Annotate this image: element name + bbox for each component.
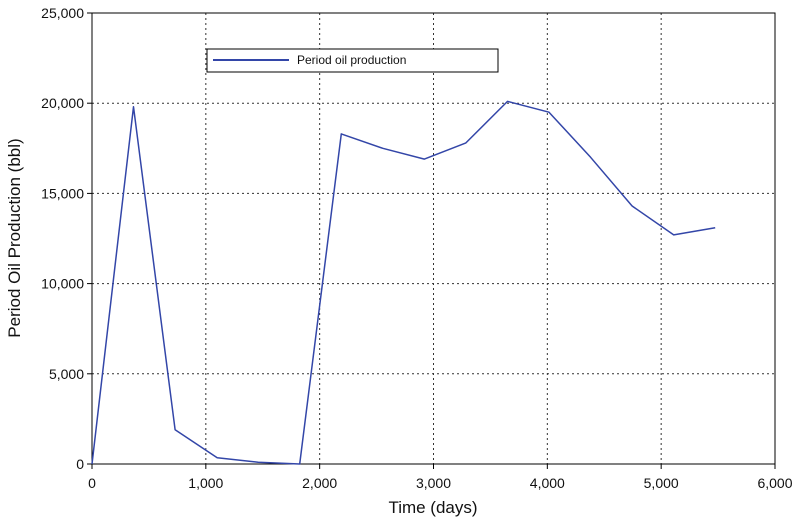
y-tick-label: 5,000 [49,366,84,382]
legend-label: Period oil production [297,53,406,67]
y-axis-ticks: 0 5,000 10,000 15,000 20,000 25,000 [41,5,92,472]
series-line [91,100,716,465]
x-tick-label: 5,000 [644,475,679,491]
grid-lines [92,13,775,464]
x-tick-label: 3,000 [416,475,451,491]
x-tick-label: 1,000 [188,475,223,491]
legend: Period oil production [206,48,499,73]
x-axis-ticks: 0 1,000 2,000 3,000 4,000 5,000 6,000 [88,464,793,491]
y-axis-title: Period Oil Production (bbl) [5,138,24,337]
legend-box [206,48,499,73]
y-tick-label: 25,000 [41,5,84,21]
y-tick-label: 10,000 [41,276,84,292]
x-tick-label: 6,000 [757,475,792,491]
x-tick-label: 0 [88,475,96,491]
x-tick-label: 4,000 [530,475,565,491]
x-axis-title: Time (days) [388,498,477,517]
x-tick-label: 2,000 [302,475,337,491]
y-tick-label: 15,000 [41,185,84,201]
y-tick-label: 20,000 [41,95,84,111]
series-layer [91,100,716,465]
y-tick-label: 0 [76,456,84,472]
